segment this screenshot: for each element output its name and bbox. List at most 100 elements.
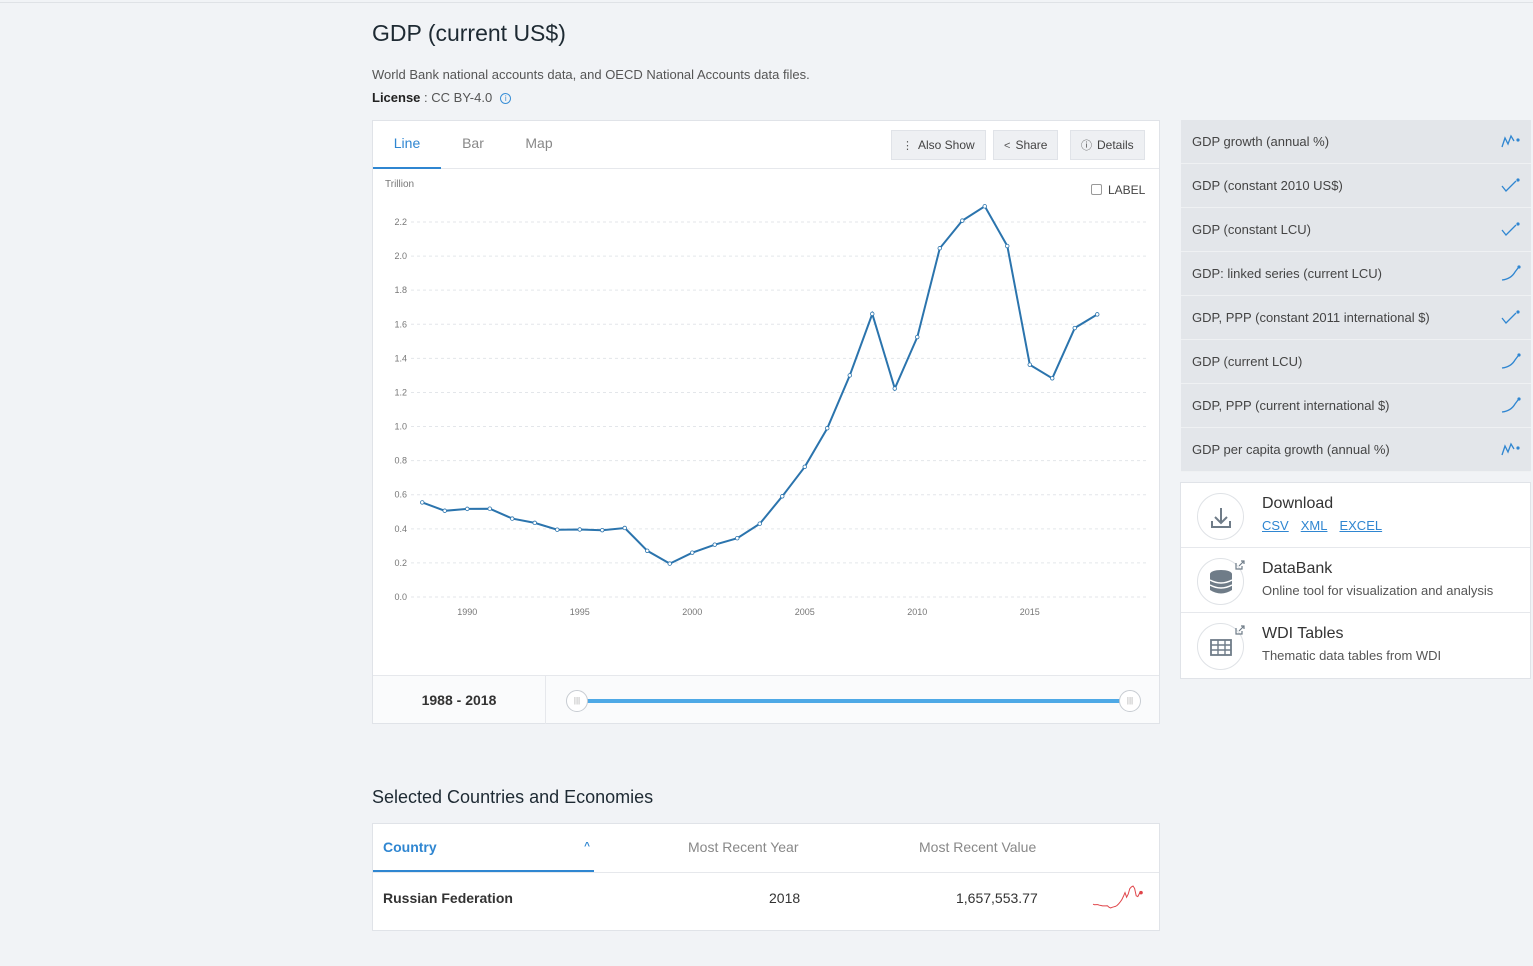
- x-tick-label: 1995: [570, 607, 590, 617]
- databank-subtitle: Online tool for visualization and analys…: [1262, 583, 1494, 598]
- check-sparkline-icon: [1501, 178, 1520, 192]
- data-point[interactable]: [510, 516, 515, 521]
- data-point[interactable]: [982, 204, 987, 209]
- data-point[interactable]: [442, 508, 447, 513]
- data-point[interactable]: [690, 550, 695, 555]
- y-tick-label: 0.8: [394, 456, 407, 466]
- data-point[interactable]: [870, 311, 875, 317]
- data-point[interactable]: [487, 506, 492, 511]
- data-point[interactable]: [645, 548, 650, 554]
- wdi-tables-tool[interactable]: WDI Tables Thematic data tables from WDI: [1181, 613, 1530, 678]
- download-xml-link[interactable]: XML: [1300, 518, 1328, 533]
- indicator-label: GDP (constant LCU): [1192, 222, 1311, 237]
- data-point[interactable]: [1072, 325, 1077, 331]
- year-column-header[interactable]: Most Recent Year: [688, 839, 799, 855]
- indicator-label: GDP: linked series (current LCU): [1192, 266, 1382, 281]
- y-tick-label: 0.0: [394, 592, 407, 602]
- data-point[interactable]: [555, 527, 560, 532]
- indicator-label: GDP, PPP (constant 2011 international $): [1192, 310, 1430, 325]
- data-point[interactable]: [960, 218, 965, 223]
- tab-map[interactable]: Map: [525, 135, 553, 151]
- volatile-sparkline-icon: [1501, 134, 1520, 148]
- data-point[interactable]: [577, 527, 582, 532]
- share-icon: <: [1004, 140, 1011, 152]
- table-header-divider: [373, 872, 1159, 873]
- indicator-label: GDP growth (annual %): [1192, 134, 1330, 149]
- data-point[interactable]: [802, 464, 807, 469]
- y-tick-label: 0.2: [394, 558, 407, 568]
- label-checkbox[interactable]: [1091, 184, 1102, 195]
- data-point[interactable]: [532, 520, 537, 526]
- kebab-icon: ⋮: [902, 140, 913, 152]
- indicator-label: GDP, PPP (current international $): [1192, 398, 1390, 413]
- data-point[interactable]: [780, 494, 785, 499]
- indicator-gdp-constant-2010[interactable]: GDP (constant 2010 US$): [1181, 164, 1531, 208]
- download-title: Download: [1262, 495, 1334, 512]
- data-point[interactable]: [465, 506, 470, 512]
- data-point[interactable]: [937, 246, 942, 251]
- data-point[interactable]: [420, 500, 425, 505]
- details-button[interactable]: ⓘ Details: [1070, 130, 1145, 160]
- series-line: [421, 204, 1098, 565]
- data-point[interactable]: [915, 334, 920, 340]
- data-point[interactable]: [1027, 362, 1032, 367]
- data-point[interactable]: [735, 535, 740, 541]
- y-tick-label: 1.8: [394, 285, 407, 295]
- info-icon[interactable]: i: [500, 93, 512, 104]
- wdi-subtitle: Thematic data tables from WDI: [1262, 648, 1442, 663]
- data-point[interactable]: [1095, 312, 1100, 317]
- data-point[interactable]: [622, 525, 627, 531]
- range-end-handle[interactable]: |||: [1119, 690, 1141, 712]
- databank-tool[interactable]: DataBank Online tool for visualization a…: [1181, 548, 1530, 613]
- data-point[interactable]: [1050, 376, 1055, 381]
- indicator-gdp-constant-lcu[interactable]: GDP (constant LCU): [1181, 208, 1531, 252]
- sort-ascending-icon[interactable]: ^: [584, 841, 590, 852]
- data-point[interactable]: [825, 426, 830, 431]
- download-excel-link[interactable]: EXCEL: [1339, 518, 1383, 533]
- indicator-gdp-ppp-constant[interactable]: GDP, PPP (constant 2011 international $): [1181, 296, 1531, 340]
- indicator-label: GDP (current LCU): [1192, 354, 1303, 369]
- rising-sparkline-icon: [1501, 353, 1521, 369]
- x-tick-label: 2015: [1020, 607, 1040, 617]
- download-tool: Download CSV XML EXCEL: [1181, 483, 1530, 548]
- grid: [411, 221, 1149, 598]
- range-track[interactable]: [578, 699, 1130, 703]
- range-start-handle[interactable]: |||: [566, 690, 588, 712]
- data-point[interactable]: [1005, 243, 1010, 249]
- license-label: License: [372, 90, 421, 105]
- also-show-label: Also Show: [918, 138, 975, 152]
- chart-panel: Line Bar Map ⋮ Also Show < Share ⓘ Details …: [372, 120, 1160, 724]
- data-point[interactable]: [847, 373, 852, 378]
- tab-line[interactable]: Line: [373, 121, 441, 169]
- value-column-header[interactable]: Most Recent Value: [919, 839, 1037, 855]
- indicator-gdp-ppp-current[interactable]: GDP, PPP (current international $): [1181, 384, 1531, 428]
- x-tick-label: 1990: [457, 607, 477, 617]
- year-range-bar: 1988 - 2018 ||| |||: [373, 675, 1159, 724]
- indicator-gdp-current-lcu[interactable]: GDP (current LCU): [1181, 340, 1531, 384]
- y-tick-label: 1.0: [394, 422, 407, 432]
- y-tick-label: 2.0: [394, 251, 407, 261]
- country-column-header[interactable]: Country ^: [373, 824, 594, 872]
- indicator-gdp-linked-series[interactable]: GDP: linked series (current LCU): [1181, 252, 1531, 296]
- data-point[interactable]: [712, 542, 717, 547]
- chart-tabs: Line Bar Map ⋮ Also Show < Share ⓘ Details: [373, 121, 1159, 169]
- download-csv-link[interactable]: CSV: [1262, 518, 1289, 533]
- range-start: 1988: [421, 692, 453, 708]
- label-toggle[interactable]: LABEL: [1091, 183, 1145, 197]
- selected-countries-title: Selected Countries and Economies: [372, 787, 654, 807]
- indicator-gdp-growth[interactable]: GDP growth (annual %): [1181, 120, 1531, 164]
- page-title: GDP (current US$): [372, 20, 566, 46]
- row-country[interactable]: Russian Federation: [383, 890, 513, 906]
- label-toggle-text: LABEL: [1108, 183, 1146, 197]
- data-point[interactable]: [757, 521, 762, 526]
- data-point[interactable]: [667, 561, 672, 566]
- data-point[interactable]: [892, 386, 897, 391]
- country-header-label: Country: [383, 839, 437, 855]
- share-button[interactable]: < Share: [993, 130, 1059, 160]
- indicator-gdp-per-capita-growth[interactable]: GDP per capita growth (annual %): [1181, 428, 1531, 472]
- data-tools: Download CSV XML EXCEL DataBank Online too…: [1180, 482, 1531, 679]
- share-label: Share: [1015, 138, 1048, 152]
- tab-bar[interactable]: Bar: [462, 135, 484, 151]
- data-point[interactable]: [600, 527, 605, 533]
- also-show-button[interactable]: ⋮ Also Show: [891, 130, 986, 160]
